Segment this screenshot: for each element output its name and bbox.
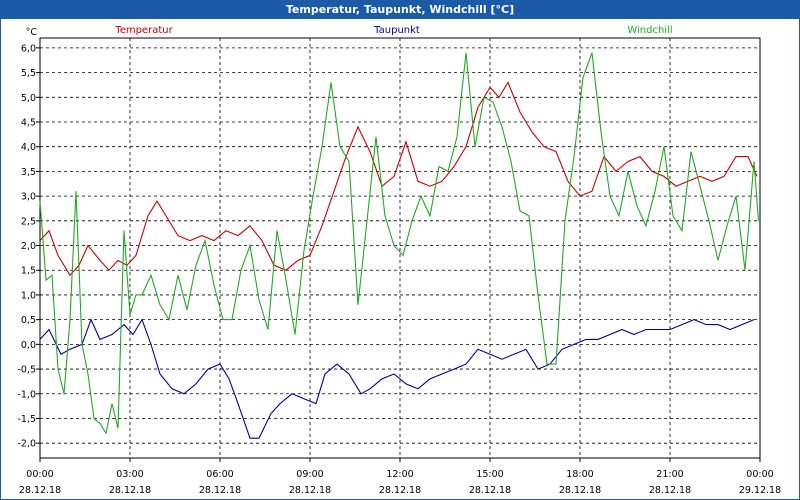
y-tick-label: 0,0 xyxy=(21,340,36,351)
x-tick-date: 28.12.18 xyxy=(289,485,331,496)
x-tick-date: 28.12.18 xyxy=(199,485,241,496)
legend: Temperatur Taupunkt Windchill xyxy=(114,25,672,36)
y-axis-unit: °C xyxy=(26,27,38,38)
x-tick-time: 00:00 xyxy=(746,469,773,480)
y-tick-label: 0,5 xyxy=(21,315,36,326)
x-tick-time: 00:00 xyxy=(26,469,53,480)
series-line-taupunkt xyxy=(39,318,755,439)
window-title: Temperatur, Taupunkt, Windchill [°C] xyxy=(1,1,799,19)
y-tick-label: 4,0 xyxy=(21,142,36,153)
plot-frame xyxy=(39,37,761,459)
x-tick-date: 28.12.18 xyxy=(649,485,691,496)
y-tick-label: 6,0 xyxy=(21,43,36,54)
y-tick-label: 1,5 xyxy=(21,266,36,277)
x-tick-time: 15:00 xyxy=(476,469,503,480)
y-tick-label: -1,0 xyxy=(17,389,36,400)
x-tick-date: 28.12.18 xyxy=(379,485,421,496)
x-tick-time: 03:00 xyxy=(116,469,143,480)
x-tick-date: 28.12.18 xyxy=(559,485,601,496)
y-tick-label: 2,5 xyxy=(21,216,36,227)
y-tick-label: -0,5 xyxy=(17,365,36,376)
x-tick-time: 21:00 xyxy=(656,469,683,480)
y-tick-label: -1,5 xyxy=(17,414,36,425)
y-tick-label: 1,0 xyxy=(21,290,36,301)
series-lines xyxy=(39,52,760,439)
series-line-windchill xyxy=(39,52,760,435)
y-tick-label: -2,0 xyxy=(17,439,36,450)
x-tick-time: 06:00 xyxy=(206,469,233,480)
legend-taupunkt: Taupunkt xyxy=(373,25,420,36)
y-tick-label: 3,5 xyxy=(21,167,36,178)
series-line-temperatur xyxy=(39,81,758,277)
y-tick-label: 2,0 xyxy=(21,241,36,252)
legend-temperatur: Temperatur xyxy=(114,25,173,36)
grid xyxy=(40,38,760,458)
y-tick-label: 5,0 xyxy=(21,93,36,104)
legend-windchill: Windchill xyxy=(627,25,672,36)
y-tick-label: 5,5 xyxy=(21,68,36,79)
x-tick-date: 28.12.18 xyxy=(19,485,61,496)
x-tick-time: 12:00 xyxy=(386,469,413,480)
x-tick-time: 09:00 xyxy=(296,469,323,480)
y-tick-label: 4,5 xyxy=(21,118,36,129)
x-tick-date: 28.12.18 xyxy=(469,485,511,496)
x-tick-date: 29.12.18 xyxy=(739,485,781,496)
y-tick-label: 3,0 xyxy=(21,192,36,203)
axes: 6,0 5,5 5,0 4,5 4,0 3,5 3,0 2,5 2,0 1,5 1,0 0,5 0,0 -… xyxy=(17,27,781,496)
x-tick-date: 28.12.18 xyxy=(109,485,151,496)
x-tick-time: 18:00 xyxy=(566,469,593,480)
